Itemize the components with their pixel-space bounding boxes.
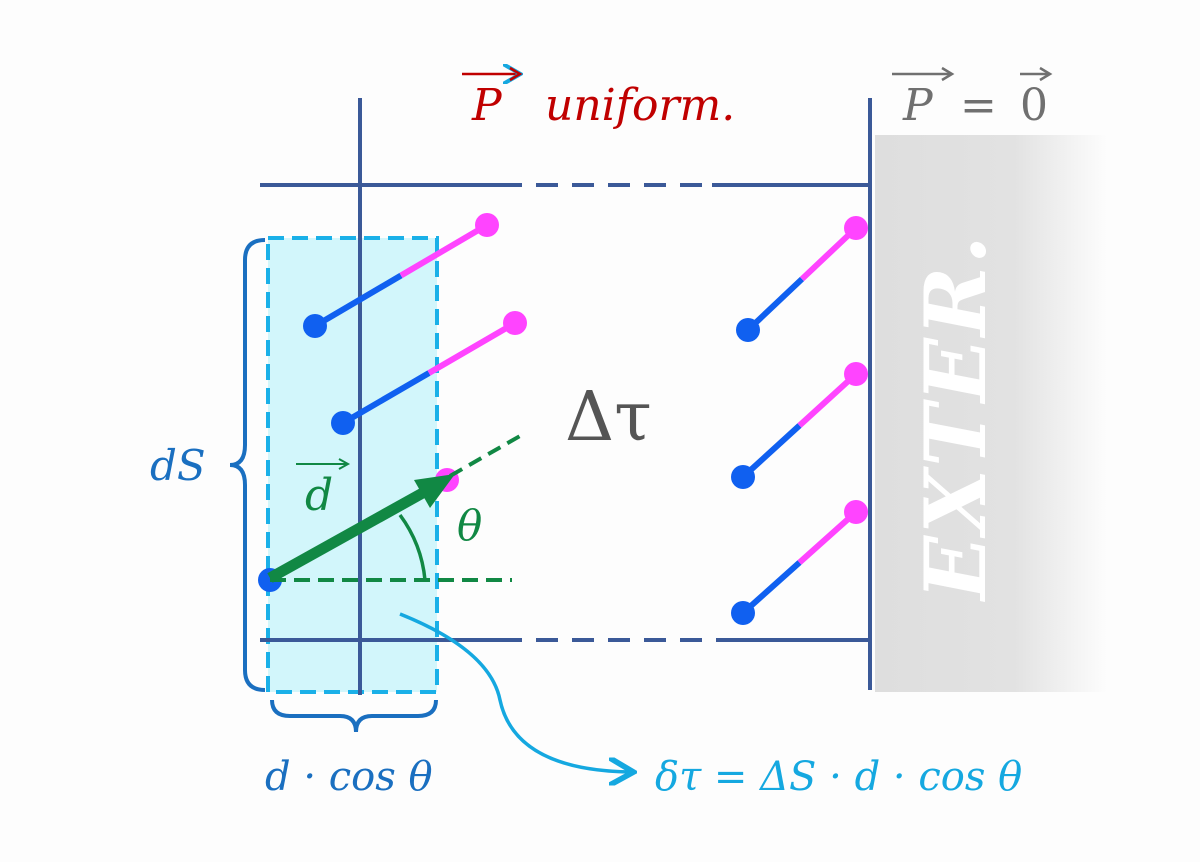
title-text: uniform. [545, 80, 735, 131]
dipole-negative-charge [731, 465, 755, 489]
dipole-positive-charge [503, 311, 527, 335]
dipole-negative-segment [341, 370, 431, 426]
dipole-vector-label: d [305, 470, 333, 521]
volume-frame [260, 98, 872, 695]
surface-label: dS [150, 441, 206, 490]
dipole-positive-segment [399, 222, 489, 279]
volume-label: Δτ [565, 378, 652, 457]
angle-arc [398, 513, 427, 581]
width-brace [270, 699, 438, 733]
dipole [731, 362, 868, 489]
dipole-negative-charge [736, 318, 760, 342]
dipole-positive-charge [475, 213, 499, 237]
dipole-positive-segment [799, 225, 859, 282]
dipole-negative-segment [741, 560, 802, 616]
dipole-negative-charge [303, 314, 327, 338]
dipole-positive-charge [844, 362, 868, 386]
exterior-label: EXTER. [906, 233, 1005, 602]
title-symbol: P [471, 80, 503, 131]
dipole-negative-segment [313, 272, 403, 329]
formula-pointer-arrow [399, 612, 630, 772]
dipole-positive-segment [797, 371, 859, 428]
dipole-positive-segment [797, 509, 858, 565]
surface-brace [229, 238, 266, 692]
dipole-negative-charge [331, 411, 355, 435]
dipole-negative-segment [745, 276, 805, 333]
exterior-region [875, 135, 1107, 692]
dipole-positive-segment [427, 320, 517, 376]
dipole-vector-arrowhead [414, 474, 455, 508]
exterior-lhs: P [902, 80, 934, 131]
dipole [303, 213, 499, 338]
dipole [736, 216, 868, 342]
dipole-negative-charge [731, 601, 755, 625]
width-label: d · cos θ [265, 754, 433, 800]
dipole-negative-segment [740, 423, 802, 480]
dipole-axis-extension [449, 434, 521, 478]
dipole-positive-charge [844, 500, 868, 524]
exterior-condition: P = 0 [892, 66, 1053, 131]
angle-label: θ [457, 501, 482, 550]
formula: δτ = ΔS · d · cos θ [655, 754, 1022, 800]
title: P uniform. [462, 68, 735, 131]
exterior-eq: = [960, 80, 997, 131]
dipole-vector-arrow [267, 485, 431, 583]
dipole [731, 500, 868, 625]
dipole [331, 311, 527, 435]
exterior-rhs: 0 [1020, 80, 1048, 131]
dipole-positive-charge [844, 216, 868, 240]
